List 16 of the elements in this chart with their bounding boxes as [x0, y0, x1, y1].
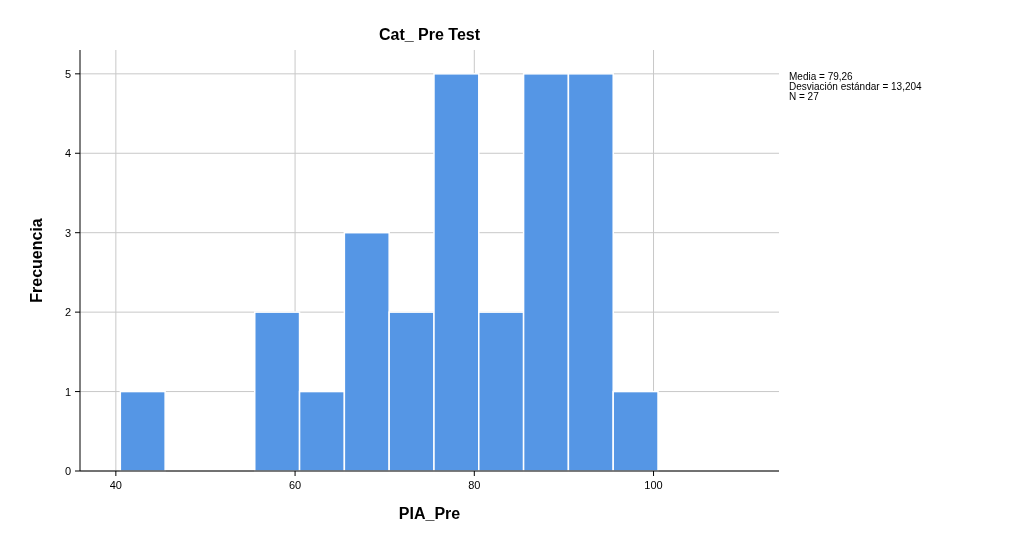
y-tick-label: 4 — [64, 147, 71, 160]
text: N = 27 — [789, 91, 820, 102]
y-tick-label: 3 — [64, 226, 71, 239]
y-tick-label: 1 — [64, 385, 71, 398]
x-tick-label: 40 — [109, 479, 122, 491]
x-axis-title: PIA_Pre — [398, 505, 461, 522]
y-tick-label: 2 — [64, 306, 71, 319]
y-axis-title: Frecuencia — [28, 218, 45, 303]
chart-title: Cat_ Pre Test — [378, 26, 481, 43]
x-tick-label: 60 — [288, 479, 302, 491]
text: Media = 79,26 — [789, 71, 854, 82]
y-tick-label: 5 — [64, 67, 71, 80]
x-tick-label: 100 — [644, 479, 663, 491]
y-tick-label: 0 — [64, 465, 71, 477]
x-tick-label: 80 — [468, 479, 481, 491]
text: Desviación estándar = 13,204 — [789, 81, 923, 92]
